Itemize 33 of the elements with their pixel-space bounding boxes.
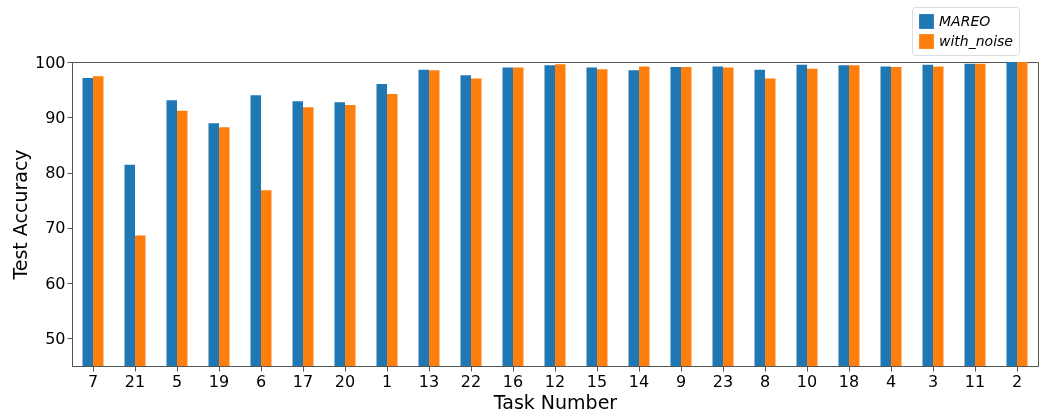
x-tick-label: 8 bbox=[759, 371, 771, 391]
x-tick-label: 22 bbox=[460, 371, 482, 391]
x-tick-label: 14 bbox=[628, 371, 650, 391]
x-tick-label: 7 bbox=[87, 371, 99, 391]
x-tick-label: 21 bbox=[124, 371, 146, 391]
y-tick-label: 70 bbox=[45, 218, 66, 238]
y-tick-label: 50 bbox=[45, 328, 66, 348]
x-tick-label: 20 bbox=[334, 371, 356, 391]
x-tick-label: 11 bbox=[964, 371, 986, 391]
y-tick-label: 80 bbox=[45, 163, 66, 183]
x-tick-label: 16 bbox=[502, 371, 524, 391]
y-tick-label: 90 bbox=[45, 107, 66, 127]
y-axis-title: Test Accuracy bbox=[8, 149, 31, 281]
x-tick-label: 3 bbox=[927, 371, 939, 391]
legend-label: with_noise bbox=[939, 32, 1013, 49]
x-tick-label: 19 bbox=[208, 371, 230, 391]
x-tick-label: 2 bbox=[1011, 371, 1023, 391]
x-tick-label: 1 bbox=[381, 371, 393, 391]
x-tick-label: 6 bbox=[255, 371, 267, 391]
x-tick-label: 13 bbox=[418, 371, 440, 391]
y-tick-label: 60 bbox=[45, 273, 66, 293]
x-tick-label: 9 bbox=[675, 371, 687, 391]
x-tick-label: 15 bbox=[586, 371, 608, 391]
legend-label: MAREO bbox=[939, 12, 991, 29]
x-axis-title: Task Number bbox=[492, 390, 618, 409]
y-tick-label: 100 bbox=[34, 52, 66, 72]
x-tick-label: 18 bbox=[838, 371, 860, 391]
x-tick-label: 4 bbox=[885, 371, 897, 391]
x-tick-label: 17 bbox=[292, 371, 314, 391]
x-tick-label: 5 bbox=[171, 371, 183, 391]
x-tick-label: 10 bbox=[796, 371, 818, 391]
x-tick-label: 23 bbox=[712, 371, 734, 391]
x-tick-label: 12 bbox=[544, 371, 566, 391]
